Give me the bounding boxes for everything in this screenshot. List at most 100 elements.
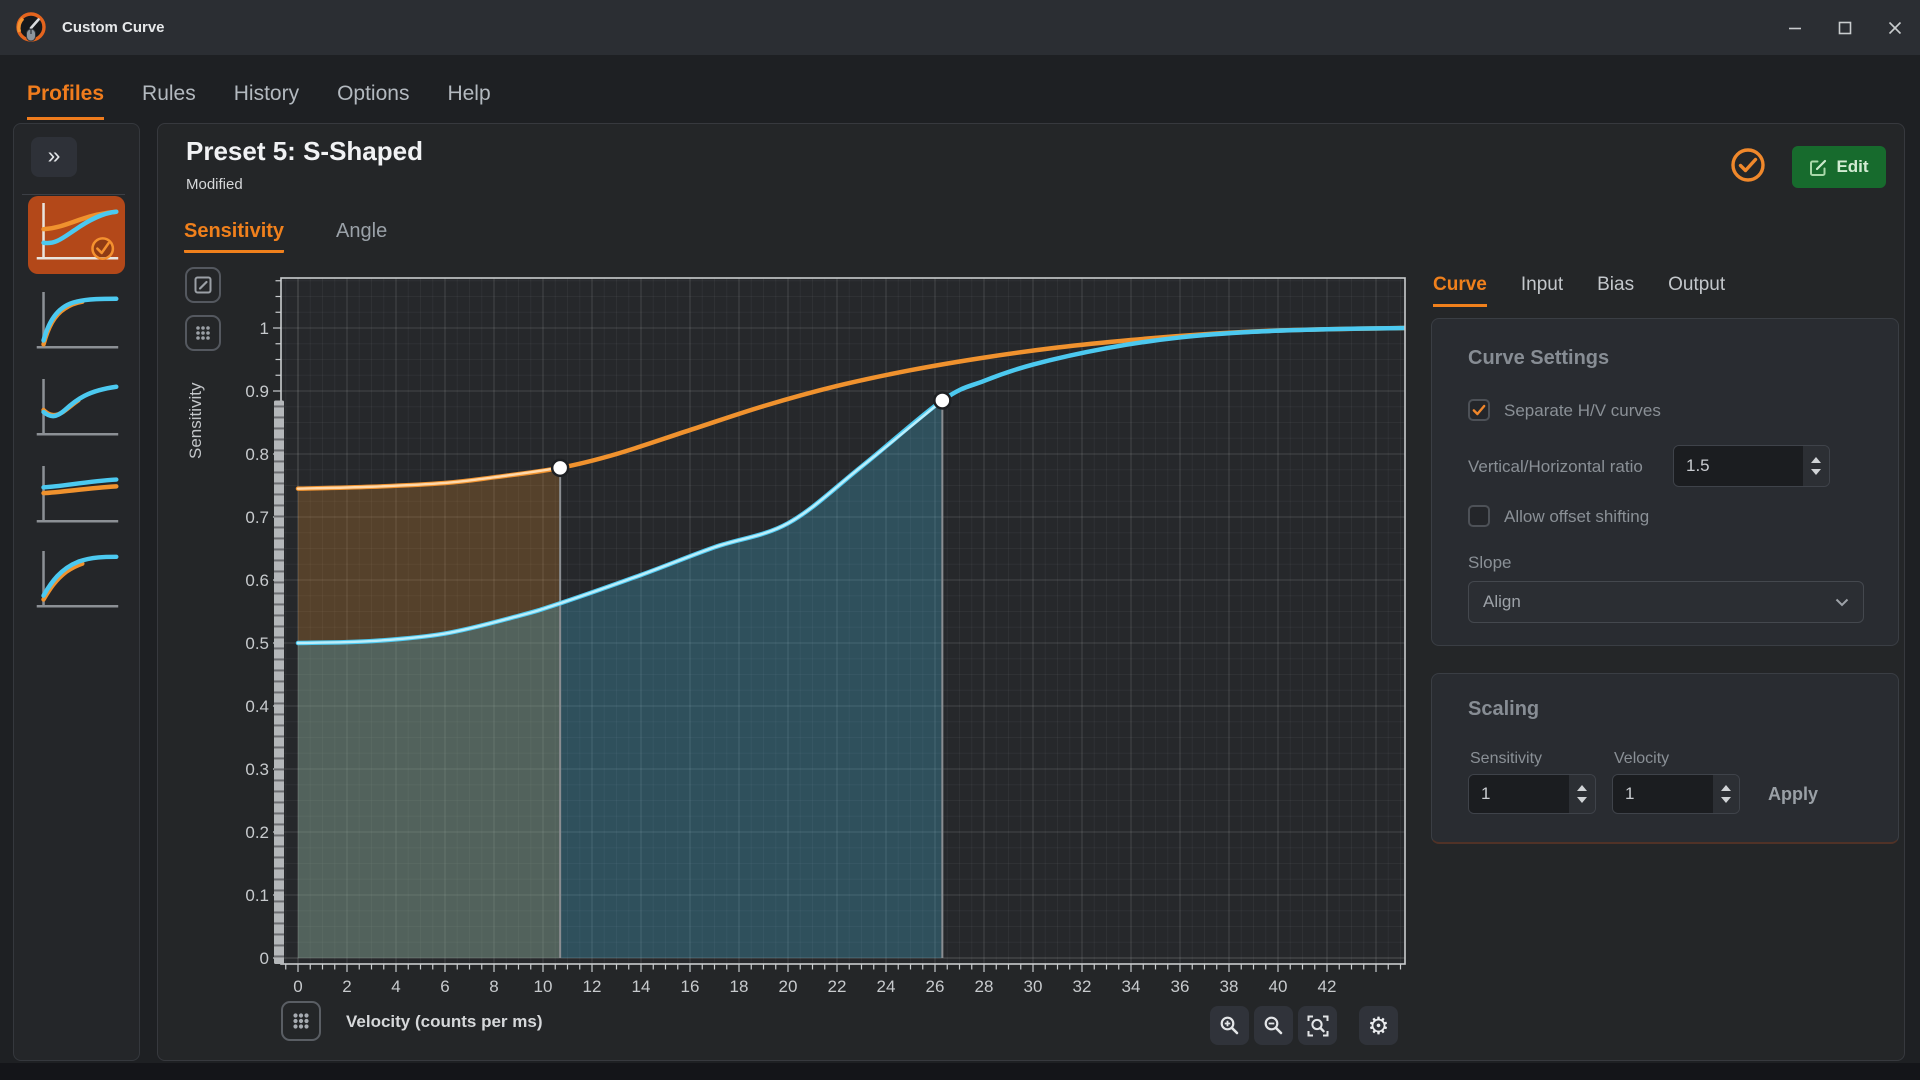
- profile-curve-preview: [36, 550, 119, 608]
- profile-thumbnail-3[interactable]: [28, 372, 125, 450]
- curve-settings-card: Curve Settings Separate H/V curves Verti…: [1431, 318, 1899, 646]
- menu-item-help[interactable]: Help: [447, 81, 491, 105]
- edit-button-label: Edit: [1836, 157, 1869, 176]
- maximize-button[interactable]: [1822, 0, 1868, 55]
- scaling-sensitivity-label: Sensitivity: [1470, 750, 1543, 767]
- menu-item-rules[interactable]: Rules: [142, 81, 196, 105]
- spinner-down-icon[interactable]: [1721, 797, 1731, 803]
- profile-thumbnail-4[interactable]: [28, 459, 125, 537]
- chevrons-right-icon: »: [47, 142, 61, 168]
- svg-text:0.6: 0.6: [245, 571, 269, 590]
- svg-text:20: 20: [779, 977, 798, 996]
- svg-text:0.1: 0.1: [245, 886, 269, 905]
- svg-text:36: 36: [1171, 977, 1190, 996]
- spinner-up-icon[interactable]: [1577, 785, 1587, 791]
- main-panel: Preset 5: S-Shaped Modified Edit Sensiti…: [157, 123, 1905, 1061]
- svg-text:12: 12: [583, 977, 602, 996]
- scaling-velocity-spinbox[interactable]: 1: [1612, 774, 1740, 814]
- plot-background[interactable]: [281, 278, 1405, 964]
- svg-text:0: 0: [260, 949, 269, 968]
- pencil-square-icon: [1810, 159, 1827, 176]
- menu-item-options[interactable]: Options: [337, 81, 410, 105]
- ratio-spinner-arrows[interactable]: [1803, 446, 1829, 486]
- tab-output[interactable]: Output: [1668, 274, 1726, 295]
- spinner-up-icon[interactable]: [1721, 785, 1731, 791]
- profile-curve-preview: [36, 291, 119, 349]
- svg-text:34: 34: [1122, 977, 1141, 996]
- x-axis-grid-button[interactable]: [281, 1001, 321, 1041]
- svg-text:0.3: 0.3: [245, 760, 269, 779]
- ratio-value[interactable]: 1.5: [1674, 446, 1803, 486]
- chart-settings-button[interactable]: ⚙: [1359, 1006, 1398, 1045]
- ratio-label: Vertical/Horizontal ratio: [1468, 457, 1643, 476]
- svg-text:0.5: 0.5: [245, 634, 269, 653]
- y-axis-title: Sensitivity: [186, 382, 205, 460]
- svg-text:42: 42: [1318, 977, 1337, 996]
- spinner-up-icon[interactable]: [1811, 457, 1821, 463]
- ratio-spinbox[interactable]: 1.5: [1673, 445, 1830, 487]
- zoom-in-button[interactable]: [1210, 1006, 1249, 1045]
- scaling-velocity-label: Velocity: [1614, 750, 1670, 767]
- close-button[interactable]: [1872, 0, 1918, 55]
- spinner-down-icon[interactable]: [1577, 797, 1587, 803]
- grid-toggle-button[interactable]: [185, 315, 221, 351]
- curve-knot-handle[interactable]: [933, 391, 952, 410]
- curve-fills: [298, 400, 943, 958]
- svg-text:38: 38: [1220, 977, 1239, 996]
- scaling-velocity-value[interactable]: 1: [1613, 775, 1713, 813]
- slope-dropdown-value: Align: [1483, 592, 1521, 611]
- x-axis-label: Velocity (counts per ms): [346, 1012, 543, 1031]
- tab-bias[interactable]: Bias: [1597, 274, 1635, 295]
- tab-input[interactable]: Input: [1520, 274, 1564, 295]
- svg-text:40: 40: [1269, 977, 1288, 996]
- horizontal-curve-selected-segment[interactable]: [296, 466, 562, 490]
- profile-thumbnail-5[interactable]: [28, 544, 125, 622]
- svg-text:6: 6: [440, 977, 449, 996]
- menu-item-history[interactable]: History: [233, 81, 300, 105]
- svg-text:0.2: 0.2: [245, 823, 269, 842]
- curve-knot-handle[interactable]: [550, 458, 570, 478]
- tab-angle[interactable]: Angle: [336, 220, 388, 242]
- profile-curve-preview: [36, 202, 119, 261]
- svg-text:0: 0: [293, 977, 302, 996]
- dots-grid-icon: [293, 1013, 309, 1029]
- sensitivity-spinner-arrows[interactable]: [1569, 775, 1595, 813]
- tab-sensitivity[interactable]: Sensitivity: [184, 220, 285, 253]
- menu-item-profiles[interactable]: Profiles: [27, 82, 105, 120]
- allow-offset-checkbox[interactable]: [1468, 505, 1490, 527]
- profile-thumbnail-1[interactable]: [28, 196, 125, 274]
- sidebar-divider: [22, 194, 125, 195]
- svg-text:2: 2: [342, 977, 351, 996]
- profiles-sidebar: »: [13, 123, 140, 1061]
- profile-thumbnail-2[interactable]: [28, 285, 125, 363]
- velocity-spinner-arrows[interactable]: [1713, 775, 1739, 813]
- scaling-sensitivity-value[interactable]: 1: [1469, 775, 1569, 813]
- apply-button[interactable]: Apply: [1768, 784, 1819, 804]
- zoom-fit-icon: [1307, 1015, 1328, 1036]
- spinner-down-icon[interactable]: [1811, 469, 1821, 475]
- sidebar-expand-button[interactable]: »: [31, 137, 77, 177]
- svg-text:24: 24: [877, 977, 896, 996]
- curve-settings-title: Curve Settings: [1468, 347, 1610, 369]
- tab-curve[interactable]: Curve: [1433, 274, 1487, 307]
- scaling-title: Scaling: [1468, 698, 1540, 720]
- svg-text:26: 26: [926, 977, 945, 996]
- edit-points-button[interactable]: [185, 267, 221, 303]
- zoom-out-button[interactable]: [1254, 1006, 1293, 1045]
- window-bottom-edge: [0, 1063, 1920, 1080]
- separate-hv-checkbox[interactable]: [1468, 399, 1490, 421]
- window-title: Custom Curve: [62, 19, 165, 36]
- minimize-button[interactable]: [1772, 0, 1818, 55]
- scaling-sensitivity-spinbox[interactable]: 1: [1468, 774, 1596, 814]
- view-tabs: Sensitivity Angle: [184, 220, 387, 253]
- sensitivity-curve-chart[interactable]: 0 2 4 6 8 10 12 14 16 18 20 22 24 26 28 30 32 34 36 38 40 420…: [231, 269, 1421, 999]
- chevron-down-icon: [1835, 598, 1849, 606]
- menu-bar: Profiles Rules History Options Help: [0, 55, 1920, 120]
- slope-dropdown[interactable]: Align: [1468, 581, 1864, 623]
- profile-curve-preview: [36, 465, 119, 523]
- vertical-curve-selected-segment[interactable]: [296, 399, 944, 645]
- svg-text:32: 32: [1073, 977, 1092, 996]
- zoom-fit-button[interactable]: [1298, 1006, 1337, 1045]
- edit-button[interactable]: Edit: [1792, 146, 1886, 188]
- saved-check-circle-icon: [1731, 148, 1765, 182]
